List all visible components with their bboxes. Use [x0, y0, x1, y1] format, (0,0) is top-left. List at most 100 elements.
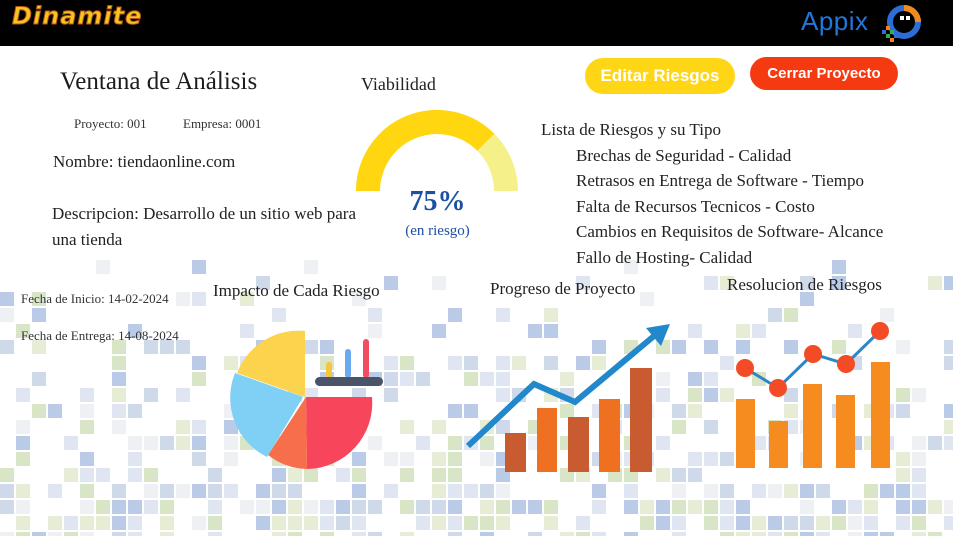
pattern-tile — [656, 468, 670, 482]
pattern-tile — [64, 516, 78, 530]
pattern-tile — [96, 260, 110, 274]
pattern-tile — [384, 356, 398, 370]
pattern-tile — [112, 372, 126, 386]
pattern-tile — [928, 532, 942, 536]
pattern-tile — [112, 404, 126, 418]
pattern-tile — [368, 532, 382, 536]
pattern-tile — [272, 532, 286, 536]
appix-logo-text: Appix — [801, 6, 869, 36]
pattern-tile — [256, 484, 270, 498]
pattern-tile — [64, 436, 78, 450]
pattern-tile — [112, 484, 126, 498]
pattern-tile — [416, 436, 430, 450]
pattern-tile — [432, 500, 446, 514]
pie-chart-icon[interactable] — [215, 325, 390, 475]
pattern-tile — [752, 532, 766, 536]
pattern-tile — [528, 324, 542, 338]
pattern-tile — [576, 516, 590, 530]
pattern-tile — [672, 340, 686, 354]
pattern-tile — [800, 532, 814, 536]
pattern-tile — [128, 436, 142, 450]
pixel-pattern-background — [0, 260, 953, 536]
pattern-tile — [912, 436, 926, 450]
pattern-tile — [352, 532, 366, 536]
pattern-tile — [480, 500, 494, 514]
pattern-tile — [592, 340, 606, 354]
pattern-tile — [208, 484, 222, 498]
pattern-tile — [224, 452, 238, 466]
project-description: Descripcion: Desarrollo de un sitio web … — [52, 204, 357, 249]
pattern-tile — [944, 500, 953, 514]
pattern-tile — [480, 452, 494, 466]
pattern-tile — [192, 484, 206, 498]
pattern-tile — [0, 340, 14, 354]
pattern-tile — [32, 292, 46, 306]
pattern-tile — [704, 452, 718, 466]
pattern-tile — [224, 420, 238, 434]
pattern-tile — [496, 388, 510, 402]
growth-bar-chart-icon[interactable] — [462, 322, 672, 477]
pattern-tile — [112, 420, 126, 434]
pattern-tile — [736, 516, 750, 530]
pattern-tile — [800, 516, 814, 530]
pattern-tile — [736, 500, 750, 514]
pattern-tile — [320, 500, 334, 514]
pattern-tile — [192, 436, 206, 450]
pattern-tile — [80, 452, 94, 466]
pattern-tile — [496, 484, 510, 498]
pattern-tile — [160, 500, 174, 514]
pattern-tile — [736, 340, 750, 354]
pattern-tile — [144, 500, 158, 514]
pattern-tile — [272, 516, 286, 530]
pattern-tile — [240, 324, 254, 338]
pattern-tile — [352, 500, 366, 514]
pattern-tile — [544, 308, 558, 322]
pattern-tile — [32, 340, 46, 354]
pattern-tile — [208, 516, 222, 530]
pattern-tile — [144, 484, 158, 498]
pattern-tile — [704, 420, 718, 434]
bar-line-chart-icon[interactable] — [728, 318, 898, 473]
pattern-tile — [720, 276, 734, 290]
company-id: Empresa: 0001 — [183, 116, 262, 131]
pattern-tile — [272, 468, 286, 482]
pattern-tile — [128, 404, 142, 418]
pattern-tile — [928, 276, 942, 290]
pattern-tile — [672, 532, 686, 536]
pattern-tile — [0, 468, 14, 482]
pattern-tile — [352, 468, 366, 482]
pattern-tile — [928, 436, 942, 450]
pattern-tile — [688, 324, 702, 338]
pattern-tile — [0, 308, 14, 322]
pattern-tile — [112, 532, 126, 536]
pattern-tile — [16, 532, 30, 536]
pattern-tile — [800, 500, 814, 514]
edit-risks-button[interactable]: Editar Riesgos — [585, 58, 735, 94]
pattern-tile — [480, 436, 494, 450]
pattern-tile — [944, 276, 953, 290]
pattern-tile — [208, 500, 222, 514]
pattern-tile — [432, 276, 446, 290]
pattern-tile — [432, 468, 446, 482]
pattern-tile — [288, 484, 302, 498]
pattern-tile — [304, 260, 318, 274]
pattern-tile — [800, 292, 814, 306]
pattern-tile — [768, 484, 782, 498]
pattern-tile — [656, 516, 670, 530]
close-project-button[interactable]: Cerrar Proyecto — [750, 57, 898, 90]
pattern-tile — [896, 516, 910, 530]
pattern-tile — [688, 404, 702, 418]
pattern-tile — [224, 484, 238, 498]
pattern-tile — [80, 532, 94, 536]
pattern-tile — [832, 276, 846, 290]
pattern-tile — [448, 452, 462, 466]
pattern-tile — [688, 500, 702, 514]
pattern-tile — [720, 484, 734, 498]
pattern-tile — [736, 324, 750, 338]
pattern-tile — [240, 292, 254, 306]
pattern-tile — [368, 308, 382, 322]
pattern-tile — [288, 468, 302, 482]
pattern-tile — [864, 500, 878, 514]
pattern-tile — [400, 356, 414, 370]
pattern-tile — [912, 468, 926, 482]
